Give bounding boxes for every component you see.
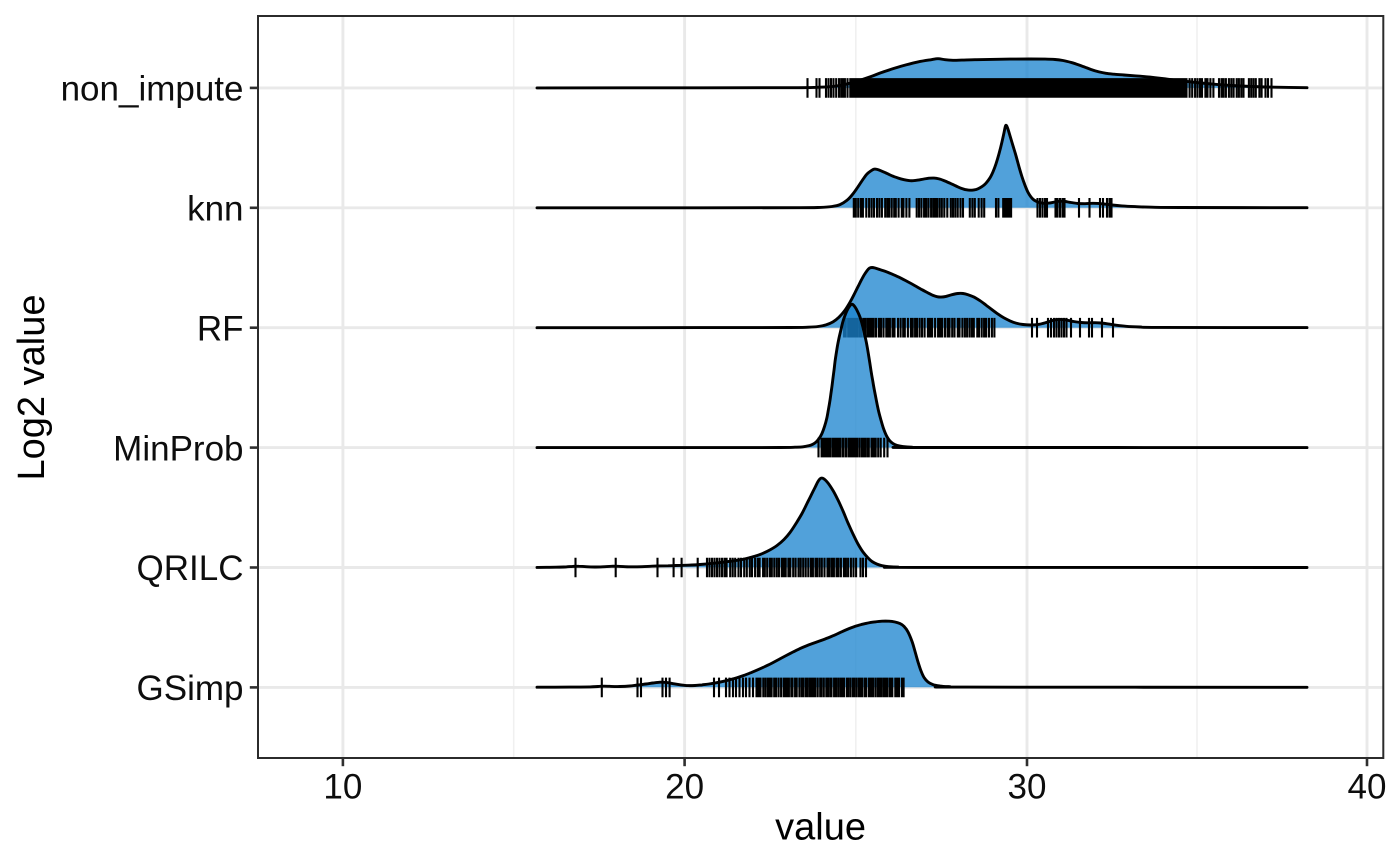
svg-text:40: 40 bbox=[1348, 768, 1387, 807]
svg-text:QRILC: QRILC bbox=[137, 549, 244, 588]
svg-text:GSimp: GSimp bbox=[137, 669, 244, 708]
svg-text:value: value bbox=[775, 807, 866, 849]
svg-text:Log2 value: Log2 value bbox=[11, 295, 53, 481]
svg-text:10: 10 bbox=[323, 768, 362, 807]
svg-text:non_impute: non_impute bbox=[61, 70, 244, 109]
svg-text:RF: RF bbox=[197, 309, 244, 348]
svg-text:MinProb: MinProb bbox=[113, 429, 243, 468]
svg-text:30: 30 bbox=[1008, 768, 1047, 807]
svg-text:20: 20 bbox=[665, 768, 704, 807]
svg-text:knn: knn bbox=[187, 190, 243, 229]
